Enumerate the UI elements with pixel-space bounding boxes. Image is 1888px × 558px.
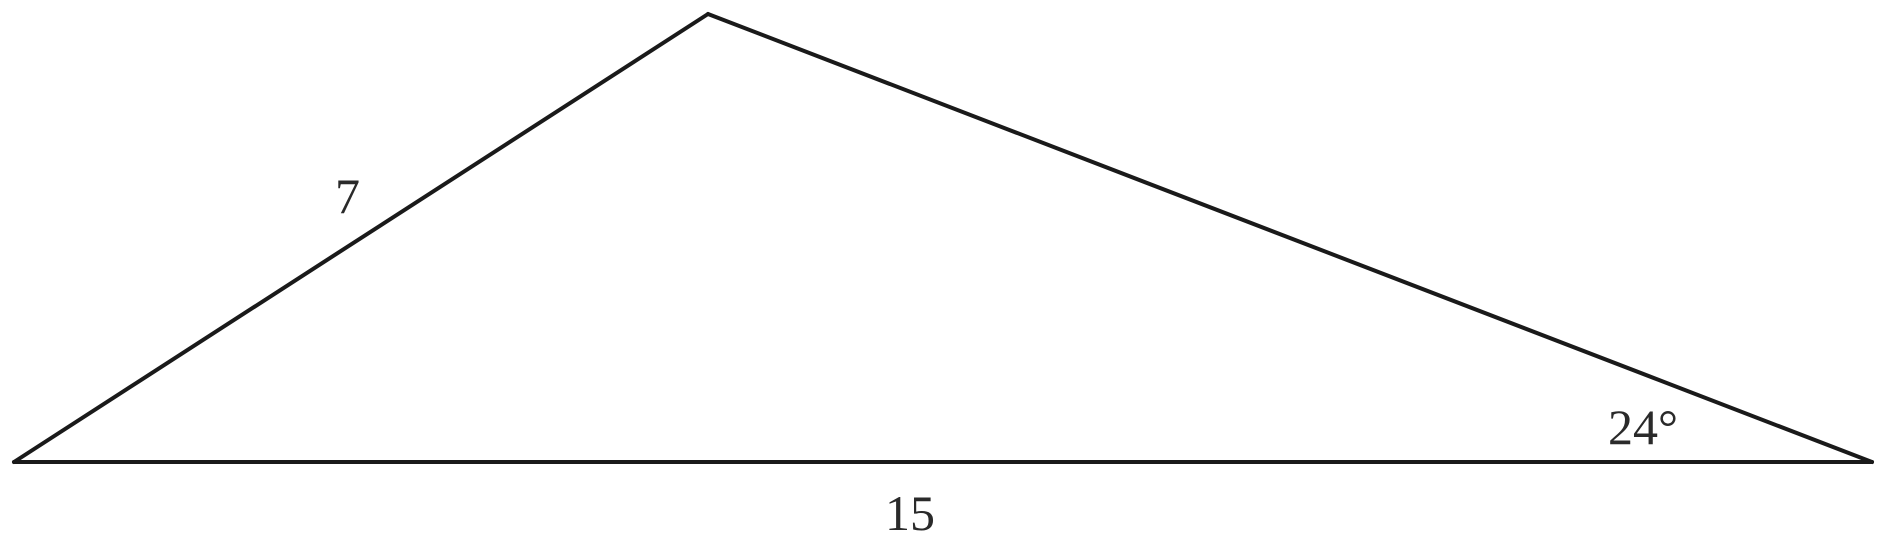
side-bottom-label: 15 (885, 485, 935, 541)
side-left-label: 7 (335, 168, 360, 224)
triangle-side-left (12, 12, 710, 464)
triangle-side-right (706, 12, 1874, 464)
angle-right-label: 24° (1608, 399, 1678, 455)
